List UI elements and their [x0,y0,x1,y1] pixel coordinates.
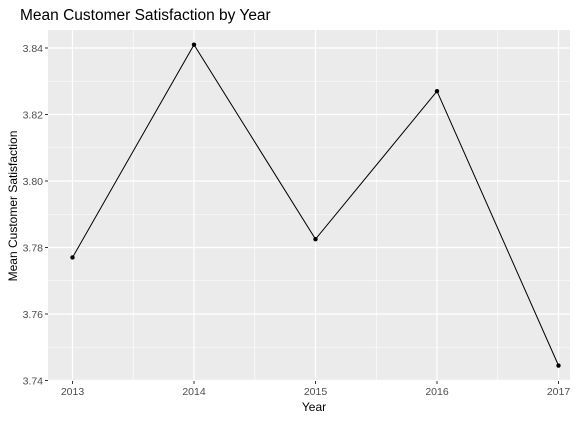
y-tick-label: 3.82 [23,109,44,121]
axes: 3.74 3.76 3.78 3.80 3.82 3.84 2013 2014 2015 2016… [23,43,571,398]
y-tick-label: 3.74 [23,375,44,387]
data-point [313,236,318,242]
plot-panel [48,30,570,381]
data-point [556,363,561,368]
chart-title: Mean Customer Satisfaction by Year [20,7,271,24]
major-gridlines [48,30,570,382]
data-point [70,255,75,260]
x-axis-title: Year [302,400,326,414]
data-point [434,89,440,94]
x-tick-label: 2014 [182,386,206,398]
y-tick-label: 3.78 [23,242,44,254]
y-tick-label: 3.76 [23,309,44,321]
x-tick-label: 2013 [61,386,85,398]
y-axis-title: Mean Customer Satisfaction [6,131,20,282]
x-tick-label: 2017 [547,386,571,398]
data-series [70,42,561,368]
y-tick-label: 3.84 [23,43,44,55]
x-tick-label: 2015 [304,386,328,398]
x-tick-label: 2016 [425,386,449,398]
data-point [191,42,197,47]
y-tick-label: 3.80 [23,176,44,188]
